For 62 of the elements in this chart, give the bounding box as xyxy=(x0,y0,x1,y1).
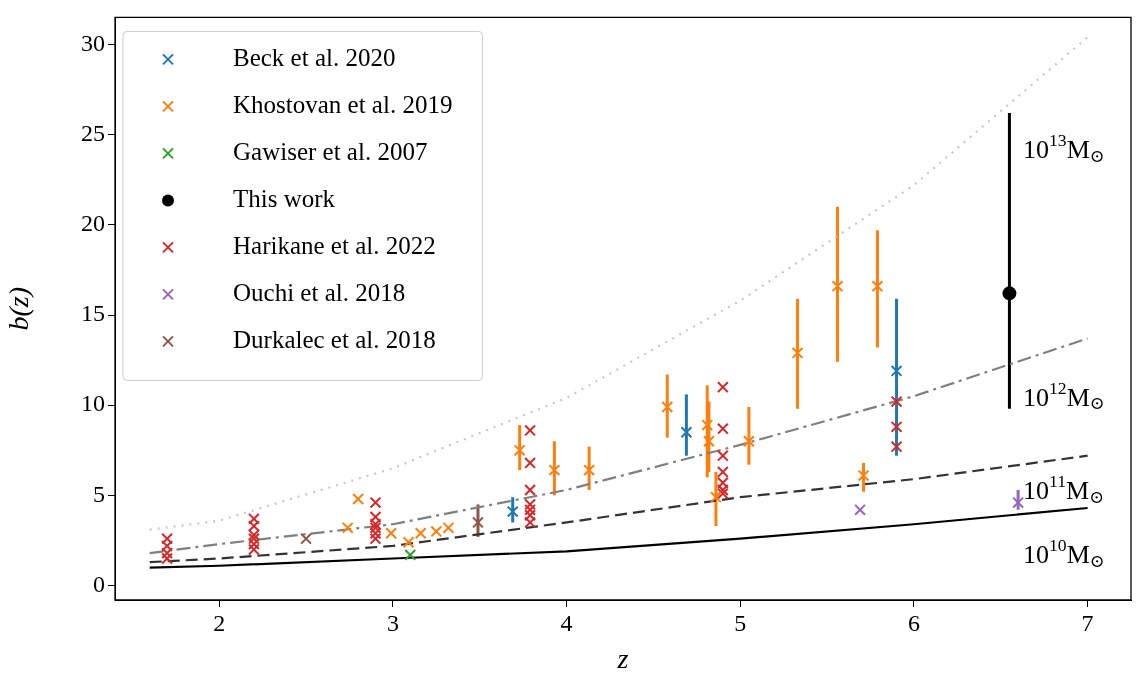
point xyxy=(716,422,729,435)
point xyxy=(548,464,561,477)
point xyxy=(890,420,903,433)
line-series xyxy=(148,454,1089,564)
y-tick-label: 30 xyxy=(81,29,105,56)
point xyxy=(701,419,714,431)
y-tick-label: 25 xyxy=(81,119,105,146)
point xyxy=(854,503,867,516)
point xyxy=(385,527,398,540)
point xyxy=(831,280,844,293)
point xyxy=(1012,496,1025,509)
point xyxy=(890,395,903,408)
point xyxy=(414,527,427,540)
point xyxy=(1002,286,1017,301)
point xyxy=(716,381,729,394)
point xyxy=(524,424,537,437)
point xyxy=(716,449,729,462)
point xyxy=(709,491,722,504)
y-tick-label: 15 xyxy=(81,300,105,327)
y-tick-label: 0 xyxy=(93,570,105,597)
point xyxy=(513,444,526,457)
legend-label: Ouchi et al. 2018 xyxy=(233,278,406,306)
point xyxy=(791,346,804,359)
x-tick-label: 6 xyxy=(907,609,920,636)
point xyxy=(369,496,382,509)
x-tick-label: 4 xyxy=(560,609,573,636)
x-axis-title: z xyxy=(616,642,629,674)
point xyxy=(506,505,519,518)
point xyxy=(703,435,715,448)
y-tick-label: 10 xyxy=(81,390,105,417)
line-series xyxy=(148,36,1089,531)
y-axis-title: b(z) xyxy=(3,286,35,331)
point xyxy=(341,521,354,534)
point xyxy=(442,521,455,534)
point xyxy=(300,532,312,545)
x-tick-label: 5 xyxy=(734,609,747,636)
point xyxy=(680,426,693,439)
y-tick-label: 20 xyxy=(81,210,105,237)
point xyxy=(661,401,674,413)
legend-label: Harikane et al. 2022 xyxy=(233,231,436,259)
point xyxy=(871,280,884,293)
legend-label: Khostovan et al. 2019 xyxy=(233,90,453,118)
point xyxy=(857,469,870,482)
point xyxy=(890,440,903,453)
legend-label: Gawiser et al. 2007 xyxy=(233,137,428,165)
point xyxy=(402,536,415,549)
point xyxy=(472,516,484,529)
y-tick-label: 5 xyxy=(93,480,105,507)
point xyxy=(890,364,903,377)
legend-label: This work xyxy=(233,184,336,212)
point xyxy=(524,484,537,496)
point xyxy=(352,493,365,505)
x-tick-label: 2 xyxy=(213,609,226,636)
legend-label: Durkalec et al. 2018 xyxy=(233,325,436,353)
point xyxy=(583,464,596,477)
legend-label: Beck et al. 2020 xyxy=(233,43,396,71)
x-tick-label: 3 xyxy=(386,609,399,636)
point xyxy=(404,548,417,561)
x-tick-label: 7 xyxy=(1081,609,1094,636)
point xyxy=(524,456,537,469)
point xyxy=(742,435,755,448)
point xyxy=(430,525,443,538)
